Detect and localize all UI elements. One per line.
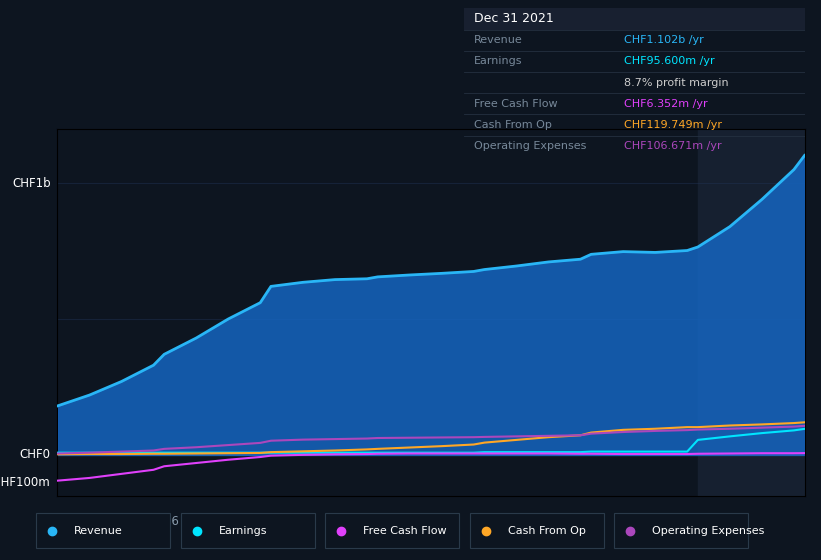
FancyBboxPatch shape: [181, 513, 314, 548]
Text: Revenue: Revenue: [74, 526, 123, 535]
Text: CHF1b: CHF1b: [11, 176, 51, 190]
Text: 2021: 2021: [683, 515, 713, 528]
Text: CHF6.352m /yr: CHF6.352m /yr: [624, 99, 708, 109]
Text: 2018: 2018: [363, 515, 392, 528]
Text: CHF119.749m /yr: CHF119.749m /yr: [624, 120, 722, 130]
Text: CHF1.102b /yr: CHF1.102b /yr: [624, 35, 704, 45]
Text: 2017: 2017: [256, 515, 286, 528]
Text: Operating Expenses: Operating Expenses: [474, 141, 586, 151]
Text: Dec 31 2021: Dec 31 2021: [474, 12, 554, 26]
FancyBboxPatch shape: [325, 513, 459, 548]
Text: CHF106.671m /yr: CHF106.671m /yr: [624, 141, 722, 151]
Text: Operating Expenses: Operating Expenses: [652, 526, 764, 535]
Text: Free Cash Flow: Free Cash Flow: [474, 99, 557, 109]
Text: Cash From Op: Cash From Op: [507, 526, 585, 535]
Bar: [698, 129, 805, 496]
Text: 2019: 2019: [470, 515, 499, 528]
Text: CHF95.600m /yr: CHF95.600m /yr: [624, 57, 714, 67]
Text: 2020: 2020: [576, 515, 606, 528]
Text: Earnings: Earnings: [474, 57, 523, 67]
Text: 2016: 2016: [149, 515, 179, 528]
Text: CHF0: CHF0: [20, 449, 51, 461]
Text: Revenue: Revenue: [474, 35, 523, 45]
FancyBboxPatch shape: [36, 513, 170, 548]
Text: Free Cash Flow: Free Cash Flow: [363, 526, 447, 535]
FancyBboxPatch shape: [470, 513, 603, 548]
Text: -CHF100m: -CHF100m: [0, 475, 51, 488]
FancyBboxPatch shape: [614, 513, 748, 548]
Bar: [464, 8, 805, 30]
Text: Earnings: Earnings: [218, 526, 267, 535]
Text: 8.7% profit margin: 8.7% profit margin: [624, 78, 728, 87]
Text: Cash From Op: Cash From Op: [474, 120, 552, 130]
